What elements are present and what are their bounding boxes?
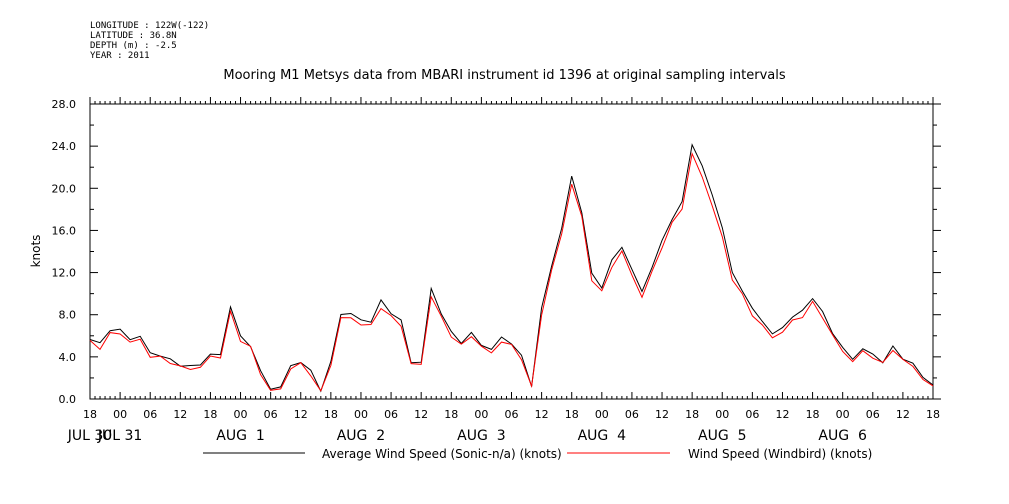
y-tick-label: 28.0 [52,98,77,111]
x-tick-label: 00 [474,408,488,421]
metadata-block: LONGITUDE : 122W(-122) LATITUDE : 36.8N … [90,21,209,61]
x-tick-label: 06 [143,408,157,421]
x-tick-label: 06 [625,408,639,421]
x-tick-label: 18 [806,408,820,421]
x-tick-label: 00 [715,408,729,421]
x-tick-label: 06 [866,408,880,421]
x-tick-label: 00 [234,408,248,421]
day-label: AUG 2 [337,428,385,444]
y-tick-label: 20.0 [52,182,77,195]
latitude-text: LATITUDE : 36.8N [90,31,177,41]
axis-ticks [89,97,941,400]
x-tick-label: 06 [264,408,278,421]
chart-title: Mooring M1 Metsys data from MBARI instru… [223,68,786,83]
series-line-windbird-wind-speed [89,151,934,392]
year-text: YEAR : 2011 [90,51,150,61]
longitude-text: LONGITUDE : 122W(-122) [90,21,210,31]
x-tick-label: 00 [354,408,368,421]
x-tick-label: 12 [535,408,549,421]
x-tick-label: 00 [595,408,609,421]
x-tick-label: 00 [836,408,850,421]
series-lines [89,143,934,393]
x-tick-label: 06 [745,408,759,421]
y-axis-tick-labels: 0.0 4.0 8.0 12.0 16.0 20.0 24.0 28.0 [52,98,77,406]
y-tick-label: 0.0 [59,393,77,406]
y-tick-label: 16.0 [52,224,77,237]
y-tick-label: 8.0 [59,309,77,322]
x-tick-label: 12 [414,408,428,421]
x-tick-label: 12 [896,408,910,421]
x-tick-label: 00 [113,408,127,421]
x-tick-label: 06 [384,408,398,421]
day-label: JUL 30 [67,428,112,444]
y-tick-label: 12.0 [52,267,77,280]
day-label: AUG 4 [578,428,627,444]
y-tick-label: 24.0 [52,140,77,153]
day-label: AUG 6 [818,428,867,444]
x-tick-label: 06 [505,408,519,421]
legend-label-average: Average Wind Speed (Sonic-n/a) (knots) [322,447,562,461]
x-tick-label: 12 [173,408,187,421]
x-tick-label: 18 [926,408,940,421]
legend-label-windbird: Wind Speed (Windbird) (knots) [688,447,872,461]
x-tick-label: 18 [203,408,217,421]
day-label: JUL 31 [97,428,142,444]
x-tick-label: 12 [294,408,308,421]
day-label: AUG 1 [216,428,264,444]
x-axis-tick-labels: 18 00 06 12 18 00 06 12 18 00 06 12 18 00 06 12 18 00 06 12… [83,408,940,421]
x-tick-label: 18 [444,408,458,421]
x-tick-label: 18 [685,408,699,421]
series-line-average-wind-speed [89,143,934,393]
x-tick-label: 18 [565,408,579,421]
x-tick-label: 18 [324,408,338,421]
x-tick-label: 18 [83,408,97,421]
depth-text: DEPTH (m) : -2.5 [90,41,177,51]
y-tick-label: 4.0 [59,351,77,364]
day-label: AUG 3 [457,428,505,444]
x-tick-label: 12 [775,408,789,421]
legend: Average Wind Speed (Sonic-n/a) (knots) W… [203,447,872,461]
x-tick-label: 12 [655,408,669,421]
y-axis-label: knots [29,235,43,268]
day-label: AUG 5 [698,428,746,444]
